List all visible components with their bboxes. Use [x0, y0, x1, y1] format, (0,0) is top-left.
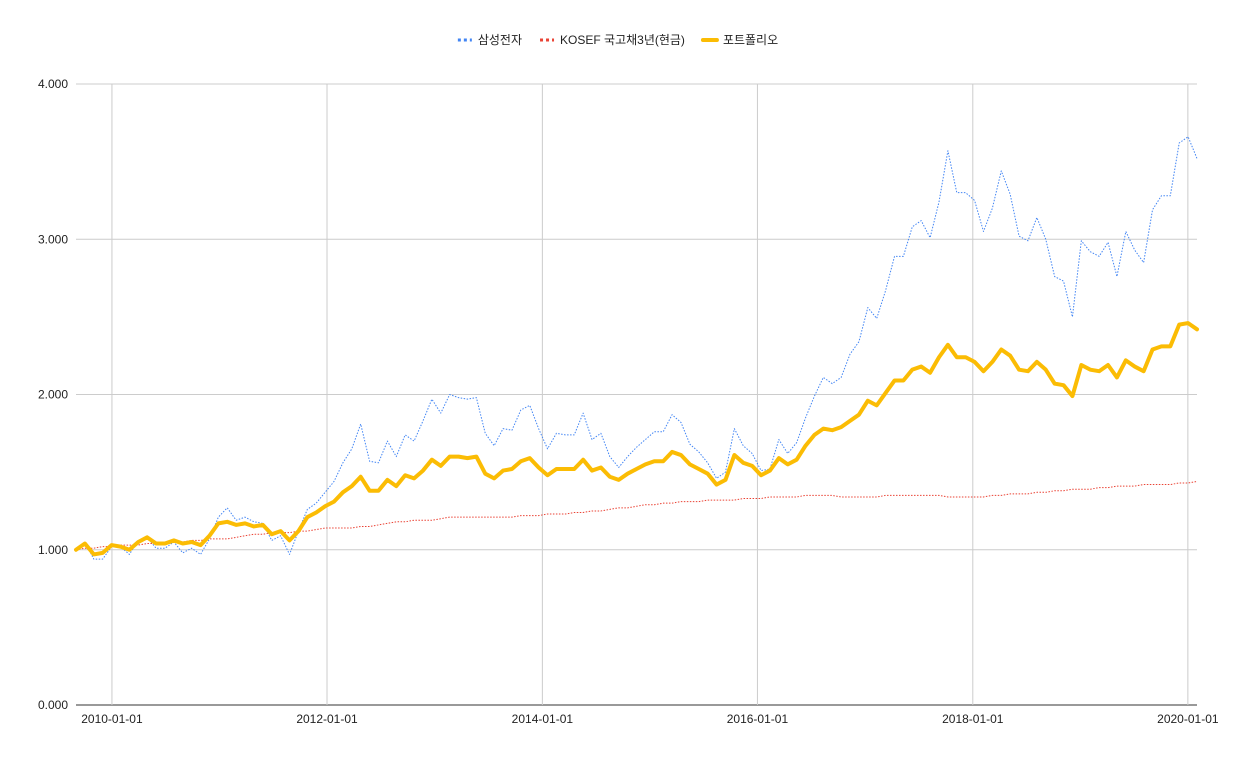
x-axis: 2010-01-01 2012-01-01 2014-01-01 2016-01-01… — [81, 712, 1219, 726]
y-tick-label: 4.000 — [38, 77, 68, 91]
series-layer — [74, 136, 1199, 560]
legend-label: 포트폴리오 — [723, 33, 778, 47]
series-line-0 — [75, 136, 1198, 560]
x-tick-label: 2010-01-01 — [81, 712, 143, 726]
legend-item-0[interactable]: 삼성전자 — [457, 33, 522, 47]
series-line-2 — [74, 321, 1199, 557]
x-tick-label: 2018-01-01 — [942, 712, 1004, 726]
y-tick-label: 1.000 — [38, 543, 68, 557]
legend-item-1[interactable]: KOSEF 국고채3년(현금) — [540, 33, 685, 47]
legend: 삼성전자 KOSEF 국고채3년(현금) 포트폴리오 — [457, 33, 778, 47]
series-line-1 — [75, 480, 1198, 551]
legend-label: 삼성전자 — [478, 33, 522, 47]
x-tick-label: 2012-01-01 — [296, 712, 358, 726]
x-tick-label: 2020-01-01 — [1157, 712, 1219, 726]
grid-lines — [76, 83, 1197, 706]
legend-item-2[interactable]: 포트폴리오 — [700, 33, 778, 47]
y-tick-label: 0.000 — [38, 698, 68, 712]
y-tick-label: 3.000 — [38, 232, 68, 246]
x-tick-label: 2014-01-01 — [512, 712, 574, 726]
legend-label: KOSEF 국고채3년(현금) — [560, 33, 685, 47]
x-tick-label: 2016-01-01 — [727, 712, 789, 726]
y-axis: 0.000 1.000 2.000 3.000 4.000 — [38, 77, 68, 712]
y-tick-label: 2.000 — [38, 388, 68, 402]
